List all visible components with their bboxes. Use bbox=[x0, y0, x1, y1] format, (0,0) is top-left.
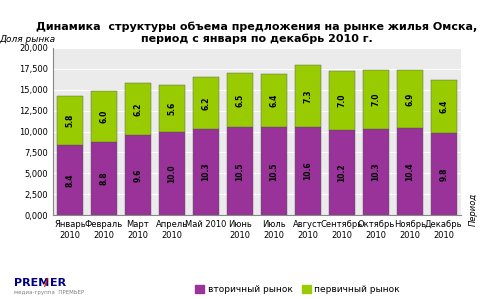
Bar bbox=[159, 85, 184, 132]
Bar bbox=[261, 127, 287, 215]
Text: 6.5: 6.5 bbox=[235, 94, 244, 107]
Text: 10.2: 10.2 bbox=[337, 163, 346, 182]
Bar bbox=[329, 130, 355, 215]
Text: 6.0: 6.0 bbox=[99, 110, 108, 123]
Text: 9.6: 9.6 bbox=[133, 168, 142, 182]
Text: 7.0: 7.0 bbox=[372, 93, 380, 106]
Legend: вторичный рынок, первичный рынок: вторичный рынок, первичный рынок bbox=[192, 282, 404, 298]
Text: PREM: PREM bbox=[14, 277, 49, 288]
Text: медиа-группа  ПРЕМЬЕР: медиа-группа ПРЕМЬЕР bbox=[14, 290, 84, 295]
Text: 10.0: 10.0 bbox=[168, 164, 176, 183]
Text: 10.5: 10.5 bbox=[269, 162, 278, 181]
Text: Период: Период bbox=[468, 193, 477, 226]
Text: 10.6: 10.6 bbox=[303, 161, 312, 180]
Text: 10.3: 10.3 bbox=[201, 163, 210, 181]
Bar bbox=[431, 133, 456, 215]
Bar bbox=[227, 73, 252, 127]
Bar bbox=[329, 71, 355, 130]
Bar bbox=[91, 91, 117, 142]
Bar bbox=[261, 74, 287, 127]
Bar bbox=[295, 126, 321, 215]
Bar bbox=[193, 129, 218, 215]
Text: 7.3: 7.3 bbox=[303, 89, 312, 103]
Text: 10.4: 10.4 bbox=[405, 162, 414, 181]
Bar bbox=[57, 145, 83, 215]
Text: 6.2: 6.2 bbox=[201, 96, 210, 110]
Text: /: / bbox=[44, 277, 48, 288]
Text: 6.4: 6.4 bbox=[439, 100, 448, 113]
Bar bbox=[431, 80, 456, 133]
Text: 10.5: 10.5 bbox=[235, 162, 244, 181]
Text: Доля рынка: Доля рынка bbox=[0, 36, 56, 45]
Title: Динамика  структуры объема предложения на рынке жилья Омска,
период с января по : Динамика структуры объема предложения на… bbox=[36, 22, 478, 44]
Bar bbox=[91, 142, 117, 215]
Bar bbox=[193, 77, 218, 129]
Text: 6.4: 6.4 bbox=[269, 94, 278, 107]
Bar bbox=[397, 128, 422, 215]
Text: 5.8: 5.8 bbox=[65, 114, 74, 127]
Bar bbox=[363, 71, 388, 129]
Text: 10.3: 10.3 bbox=[372, 163, 380, 181]
Text: 6.9: 6.9 bbox=[405, 93, 414, 106]
Text: 8.8: 8.8 bbox=[99, 172, 108, 185]
Bar bbox=[397, 71, 422, 128]
Bar bbox=[295, 65, 321, 126]
Text: 7.0: 7.0 bbox=[337, 94, 346, 107]
Text: 9.8: 9.8 bbox=[439, 167, 448, 181]
Text: 6.2: 6.2 bbox=[133, 102, 142, 116]
Text: 5.6: 5.6 bbox=[168, 101, 176, 115]
Bar bbox=[227, 127, 252, 215]
Text: 8.4: 8.4 bbox=[65, 173, 74, 187]
Bar bbox=[363, 129, 388, 215]
Bar bbox=[125, 135, 151, 215]
Text: ER: ER bbox=[50, 277, 67, 288]
Bar bbox=[159, 132, 184, 215]
Bar bbox=[125, 83, 151, 135]
Bar bbox=[57, 96, 83, 145]
